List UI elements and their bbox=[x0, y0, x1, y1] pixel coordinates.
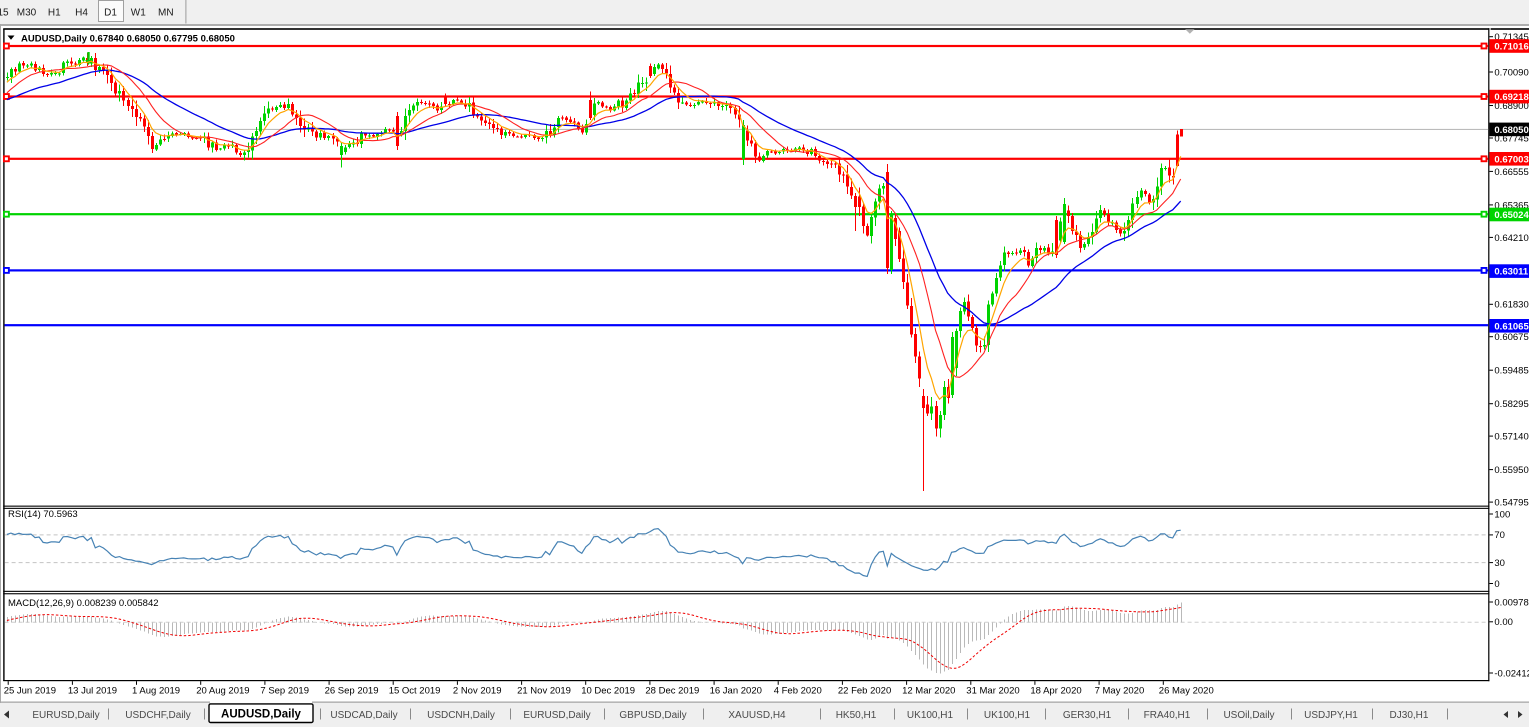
svg-text:21 Nov 2019: 21 Nov 2019 bbox=[517, 686, 571, 697]
svg-text:15: 15 bbox=[0, 8, 9, 19]
svg-text:EURUSD,Daily: EURUSD,Daily bbox=[523, 710, 590, 721]
svg-text:0.67003: 0.67003 bbox=[1494, 154, 1528, 165]
svg-text:M30: M30 bbox=[17, 8, 37, 19]
svg-text:FRA40,H1: FRA40,H1 bbox=[1144, 710, 1191, 721]
svg-text:HK50,H1: HK50,H1 bbox=[836, 710, 877, 721]
svg-text:0: 0 bbox=[1494, 579, 1499, 590]
svg-text:0.71016: 0.71016 bbox=[1494, 42, 1528, 53]
svg-text:7 May 2020: 7 May 2020 bbox=[1095, 686, 1145, 697]
svg-text:26 May 2020: 26 May 2020 bbox=[1159, 686, 1214, 697]
svg-text:0.58295: 0.58295 bbox=[1494, 399, 1528, 410]
svg-text:22 Feb 2020: 22 Feb 2020 bbox=[838, 686, 891, 697]
svg-text:25 Jun 2019: 25 Jun 2019 bbox=[4, 686, 56, 697]
svg-text:30: 30 bbox=[1494, 558, 1505, 569]
svg-text:0.71345: 0.71345 bbox=[1494, 32, 1528, 43]
svg-text:0.55950: 0.55950 bbox=[1494, 465, 1528, 476]
svg-text:W1: W1 bbox=[131, 8, 146, 19]
svg-text:USDCAD,Daily: USDCAD,Daily bbox=[330, 710, 397, 721]
svg-text:MN: MN bbox=[158, 8, 174, 19]
svg-text:0.57140: 0.57140 bbox=[1494, 432, 1528, 443]
svg-text:0.65365: 0.65365 bbox=[1494, 200, 1528, 211]
svg-text:4 Feb 2020: 4 Feb 2020 bbox=[774, 686, 822, 697]
svg-text:RSI(14) 70.5963: RSI(14) 70.5963 bbox=[8, 509, 78, 520]
svg-text:UK100,H1: UK100,H1 bbox=[984, 710, 1031, 721]
svg-text:0.67745: 0.67745 bbox=[1494, 133, 1528, 144]
svg-text:USDCHF,Daily: USDCHF,Daily bbox=[125, 710, 191, 721]
svg-text:AUDUSD,Daily: AUDUSD,Daily bbox=[221, 709, 301, 721]
svg-text:0.68900: 0.68900 bbox=[1494, 101, 1528, 112]
svg-text:70: 70 bbox=[1494, 530, 1505, 541]
svg-text:XAUUSD,H4: XAUUSD,H4 bbox=[728, 710, 786, 721]
svg-text:13 Jul 2019: 13 Jul 2019 bbox=[68, 686, 117, 697]
svg-text:0.66555: 0.66555 bbox=[1494, 167, 1528, 178]
svg-text:EURUSD,Daily: EURUSD,Daily bbox=[32, 710, 99, 721]
svg-text:USDJPY,H1: USDJPY,H1 bbox=[1304, 710, 1358, 721]
svg-text:GER30,H1: GER30,H1 bbox=[1063, 710, 1112, 721]
svg-text:0.70090: 0.70090 bbox=[1494, 67, 1528, 78]
svg-text:0.65024: 0.65024 bbox=[1494, 210, 1529, 221]
svg-text:2 Nov 2019: 2 Nov 2019 bbox=[453, 686, 502, 697]
svg-text:100: 100 bbox=[1494, 509, 1510, 520]
svg-text:10 Dec 2019: 10 Dec 2019 bbox=[581, 686, 635, 697]
svg-text:0.61830: 0.61830 bbox=[1494, 300, 1528, 311]
svg-text:28 Dec 2019: 28 Dec 2019 bbox=[645, 686, 699, 697]
svg-text:0.68050: 0.68050 bbox=[1494, 125, 1528, 136]
svg-text:USDCNH,Daily: USDCNH,Daily bbox=[427, 710, 495, 721]
svg-text:0.69218: 0.69218 bbox=[1494, 92, 1528, 103]
svg-text:20 Aug 2019: 20 Aug 2019 bbox=[196, 686, 249, 697]
svg-text:UK100,H1: UK100,H1 bbox=[907, 710, 954, 721]
svg-text:-0.02412: -0.02412 bbox=[1494, 668, 1529, 679]
svg-text:7 Sep 2019: 7 Sep 2019 bbox=[260, 686, 309, 697]
svg-text:18 Apr 2020: 18 Apr 2020 bbox=[1030, 686, 1081, 697]
svg-text:0.63011: 0.63011 bbox=[1494, 267, 1529, 278]
svg-text:16 Jan 2020: 16 Jan 2020 bbox=[710, 686, 762, 697]
svg-text:GBPUSD,Daily: GBPUSD,Daily bbox=[619, 710, 686, 721]
svg-text:0.54795: 0.54795 bbox=[1494, 498, 1528, 509]
svg-text:AUDUSD,Daily 0.67840 0.68050: AUDUSD,Daily 0.67840 0.68050 0.67795 0.6… bbox=[21, 34, 235, 45]
svg-text:H4: H4 bbox=[75, 8, 88, 19]
svg-text:15 Oct 2019: 15 Oct 2019 bbox=[389, 686, 441, 697]
svg-text:0.009781: 0.009781 bbox=[1494, 597, 1529, 608]
svg-text:DJ30,H1: DJ30,H1 bbox=[1390, 710, 1429, 721]
svg-text:H1: H1 bbox=[48, 8, 61, 19]
svg-text:1 Aug 2019: 1 Aug 2019 bbox=[132, 686, 180, 697]
svg-text:0.64210: 0.64210 bbox=[1494, 233, 1528, 244]
svg-text:MACD(12,26,9) 0.008239 0.00584: MACD(12,26,9) 0.008239 0.005842 bbox=[8, 598, 159, 609]
svg-text:0.00: 0.00 bbox=[1494, 617, 1513, 628]
svg-text:0.60675: 0.60675 bbox=[1494, 332, 1528, 343]
svg-text:31 Mar 2020: 31 Mar 2020 bbox=[966, 686, 1019, 697]
svg-text:0.59485: 0.59485 bbox=[1494, 366, 1528, 377]
svg-text:12 Mar 2020: 12 Mar 2020 bbox=[902, 686, 955, 697]
svg-text:0.61065: 0.61065 bbox=[1494, 321, 1529, 332]
svg-text:26 Sep 2019: 26 Sep 2019 bbox=[325, 686, 379, 697]
svg-text:D1: D1 bbox=[104, 8, 117, 19]
svg-text:USOil,Daily: USOil,Daily bbox=[1223, 710, 1274, 721]
